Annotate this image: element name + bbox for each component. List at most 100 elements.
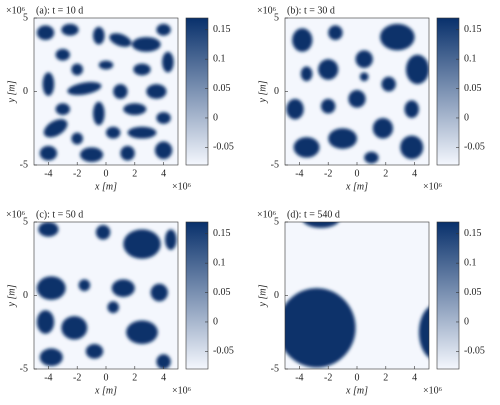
x-tick-label: 4 xyxy=(161,372,166,383)
y-tick-label: 5 xyxy=(23,12,28,23)
blob xyxy=(156,112,171,124)
blob xyxy=(85,344,104,359)
colorbar-tick-label: 0.05 xyxy=(213,287,231,298)
x-axis-label: x [m] xyxy=(345,181,368,192)
colorbar-tick-label: 0.1 xyxy=(464,53,477,64)
field xyxy=(34,18,178,165)
blob xyxy=(418,306,429,358)
x-tick-label: 4 xyxy=(412,372,417,383)
blob xyxy=(364,151,379,164)
blob xyxy=(150,283,168,302)
y-tick-label: 5 xyxy=(274,216,279,227)
blob xyxy=(156,354,171,369)
blob xyxy=(131,37,161,52)
y-tick-label: -5 xyxy=(271,363,279,374)
x-tick-label: -2 xyxy=(73,372,81,383)
field xyxy=(285,222,429,369)
panel: -4 -2 0 2 4 -5 0 5 x [m] y [m] ×10⁶ ×10⁶ (d): t = 54… xyxy=(257,209,485,396)
colorbar-tick-label: -0.05 xyxy=(213,346,234,357)
blob xyxy=(372,117,394,139)
y-tick-label: 5 xyxy=(274,12,279,23)
x-tick-label: 2 xyxy=(132,168,137,179)
blob xyxy=(123,103,147,116)
blob xyxy=(55,103,70,116)
x-tick-label: 0 xyxy=(104,168,109,179)
x-tick-label: -4 xyxy=(295,372,303,383)
blob xyxy=(123,229,161,259)
colorbar-tick-label: -0.05 xyxy=(464,142,485,153)
panel: -4 -2 0 2 4 -5 0 5 x [m] y [m] ×10⁶ ×10⁶ (c): t = 50… xyxy=(6,209,234,396)
y-axis-label: y [m] xyxy=(257,80,268,103)
blob xyxy=(39,348,63,367)
panel-title: (d): t = 540 d xyxy=(287,209,340,220)
blob xyxy=(300,66,313,82)
blob xyxy=(348,90,366,108)
y-tick-label: -5 xyxy=(20,159,28,170)
blob xyxy=(328,128,357,149)
blob xyxy=(165,229,177,250)
x-tick-label: 2 xyxy=(383,372,388,383)
y-tick-label: 0 xyxy=(23,290,28,301)
blob xyxy=(67,82,102,96)
blob xyxy=(111,279,135,297)
panel-title: (b): t = 30 d xyxy=(287,5,335,16)
y-axis-label: y [m] xyxy=(6,284,17,307)
blob xyxy=(162,51,174,73)
y-multiplier: ×10⁶ xyxy=(257,209,277,220)
x-tick-label: -4 xyxy=(44,372,52,383)
blob xyxy=(126,320,158,345)
colorbar-tick-label: -0.05 xyxy=(464,346,485,357)
x-tick-label: -2 xyxy=(324,372,332,383)
colorbar-tick-label: 0 xyxy=(464,112,469,123)
colorbar-tick-label: 0 xyxy=(213,316,218,327)
blob xyxy=(404,100,419,118)
x-axis-label: x [m] xyxy=(345,385,368,396)
colorbar-tick-label: -0.05 xyxy=(213,142,234,153)
blob xyxy=(285,288,356,368)
blob xyxy=(113,84,128,99)
panel: -4 -2 0 2 4 -5 0 5 x [m] y [m] ×10⁶ ×10⁶ (b): t = 30… xyxy=(257,5,485,192)
y-multiplier: ×10⁶ xyxy=(257,5,277,16)
y-tick-label: -5 xyxy=(271,159,279,170)
x-axis-label: x [m] xyxy=(94,181,117,192)
x-multiplier: ×10⁶ xyxy=(423,385,443,396)
blobs xyxy=(36,222,177,369)
x-tick-label: 0 xyxy=(355,168,360,179)
blob xyxy=(43,119,68,138)
blobs xyxy=(285,222,429,368)
colorbar xyxy=(436,17,460,166)
colorbar xyxy=(185,221,209,370)
blob xyxy=(293,137,320,158)
blob xyxy=(71,63,83,76)
y-axis-label: y [m] xyxy=(6,80,17,103)
x-tick-label: 4 xyxy=(161,168,166,179)
blob xyxy=(93,26,105,45)
x-multiplier: ×10⁶ xyxy=(172,181,192,192)
y-multiplier: ×10⁶ xyxy=(6,5,26,16)
blobs xyxy=(286,23,429,164)
blob xyxy=(154,141,173,160)
colorbar-tick-label: 0.1 xyxy=(464,257,477,268)
x-tick-label: -4 xyxy=(44,168,52,179)
blob xyxy=(146,84,167,99)
colorbar xyxy=(185,17,209,166)
blob xyxy=(405,54,429,85)
blob xyxy=(61,316,88,340)
blob xyxy=(98,60,114,70)
blob xyxy=(286,98,304,120)
blob xyxy=(133,63,151,76)
x-multiplier: ×10⁶ xyxy=(423,181,443,192)
blobs xyxy=(36,23,174,163)
blob xyxy=(71,132,83,145)
blob xyxy=(303,222,339,228)
y-tick-label: 0 xyxy=(274,86,279,97)
blob xyxy=(321,98,336,114)
blob xyxy=(42,72,55,96)
field xyxy=(34,222,178,369)
blob xyxy=(61,23,79,36)
blob xyxy=(38,222,59,237)
x-axis-label: x [m] xyxy=(94,385,117,396)
blob xyxy=(39,145,58,161)
x-tick-label: 2 xyxy=(132,372,137,383)
blob xyxy=(93,101,105,126)
